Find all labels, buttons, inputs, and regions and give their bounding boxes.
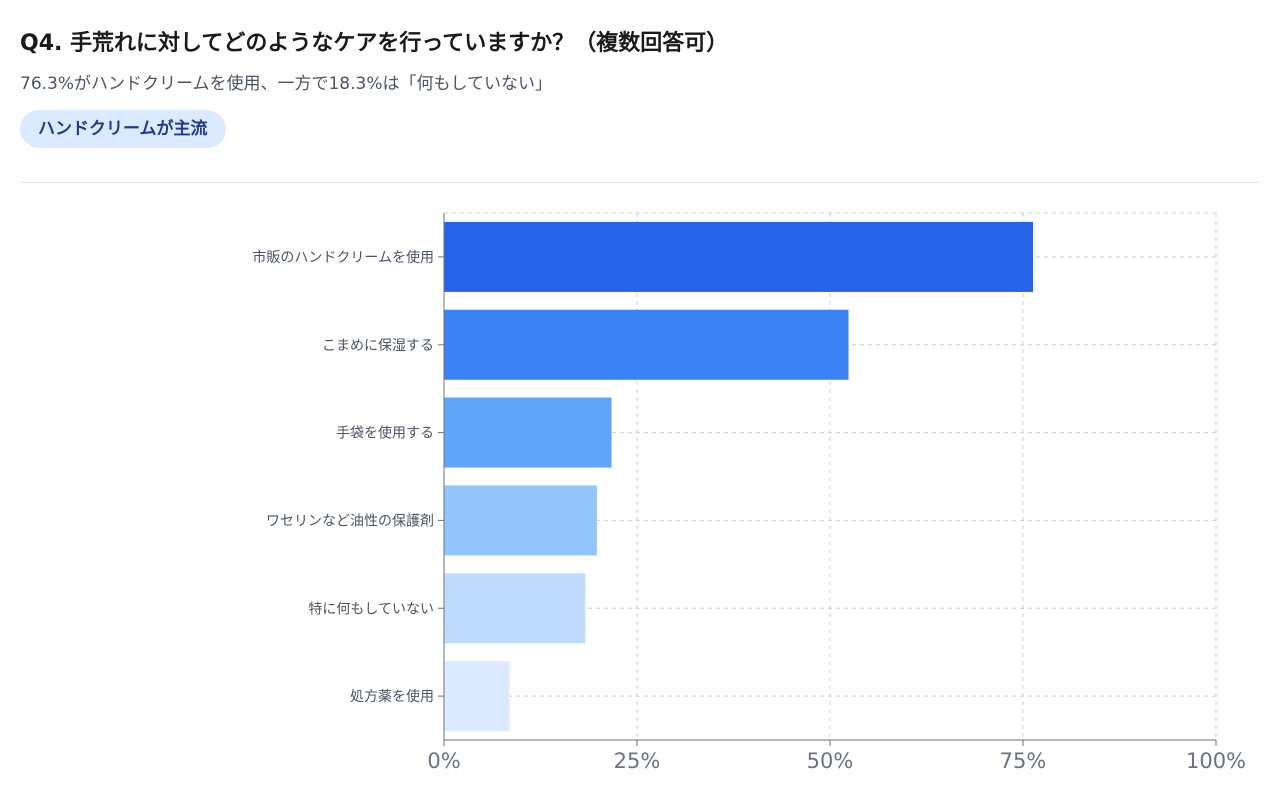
category-label: 市販のハンドクリームを使用 [252,249,434,266]
bar [444,397,612,468]
summary-badge: ハンドクリームが主流 [20,110,226,148]
bar [444,309,849,380]
bar [444,573,586,644]
page-title: Q4. 手荒れに対してどのようなケアを行っていますか？（複数回答可） [20,31,729,56]
x-tick-label: 25% [614,749,661,773]
category-label: 特に何もしていない [308,601,434,617]
bar [444,221,1034,292]
category-label: ワセリンなど油性の保護剤 [266,513,434,529]
page-subtitle: 76.3%がハンドクリームを使用、一方で18.3%は「何もしていない」 [20,74,552,94]
x-tick-label: 50% [807,749,854,773]
x-tick-label: 0% [427,749,460,773]
x-tick-label: 100% [1186,749,1246,773]
category-label: 手袋を使用する [336,425,434,442]
header-divider [20,182,1260,183]
bar [444,485,597,556]
category-label: こまめに保湿する [322,338,434,354]
chart-header: Q4. 手荒れに対してどのようなケアを行っていますか？（複数回答可） 76.3%… [20,28,1260,148]
bar [444,661,510,732]
category-label: 処方薬を使用 [350,688,434,705]
x-tick-label: 75% [1000,749,1047,773]
